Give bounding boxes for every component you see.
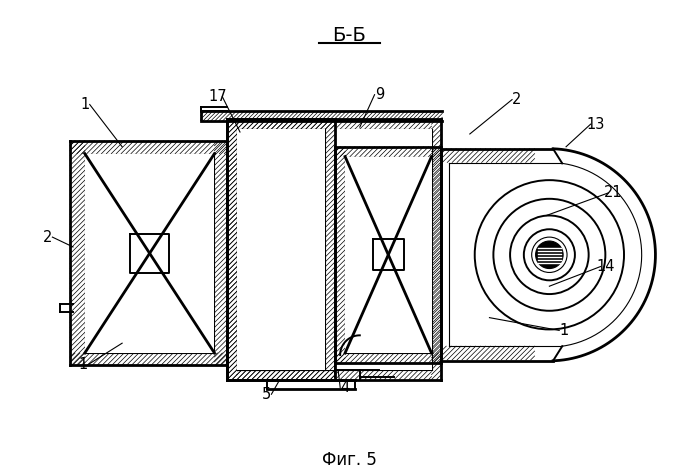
- Text: 13: 13: [586, 117, 605, 132]
- Text: 14: 14: [596, 259, 614, 274]
- Bar: [237, 129, 431, 370]
- Text: Фиг. 5: Фиг. 5: [322, 451, 377, 469]
- Text: 9: 9: [375, 87, 384, 102]
- Text: Б-Б: Б-Б: [332, 26, 366, 45]
- Text: 1: 1: [78, 357, 87, 372]
- Bar: [345, 156, 431, 353]
- Text: 4: 4: [340, 380, 350, 395]
- Text: 5: 5: [262, 387, 271, 402]
- Text: 1: 1: [80, 97, 89, 112]
- Text: 1: 1: [559, 323, 569, 338]
- Text: 17: 17: [208, 89, 226, 104]
- Bar: [237, 129, 326, 370]
- Bar: [85, 154, 215, 353]
- Text: 21: 21: [604, 185, 623, 201]
- Text: 2: 2: [43, 229, 52, 245]
- Circle shape: [535, 241, 563, 269]
- Text: 2: 2: [512, 92, 521, 107]
